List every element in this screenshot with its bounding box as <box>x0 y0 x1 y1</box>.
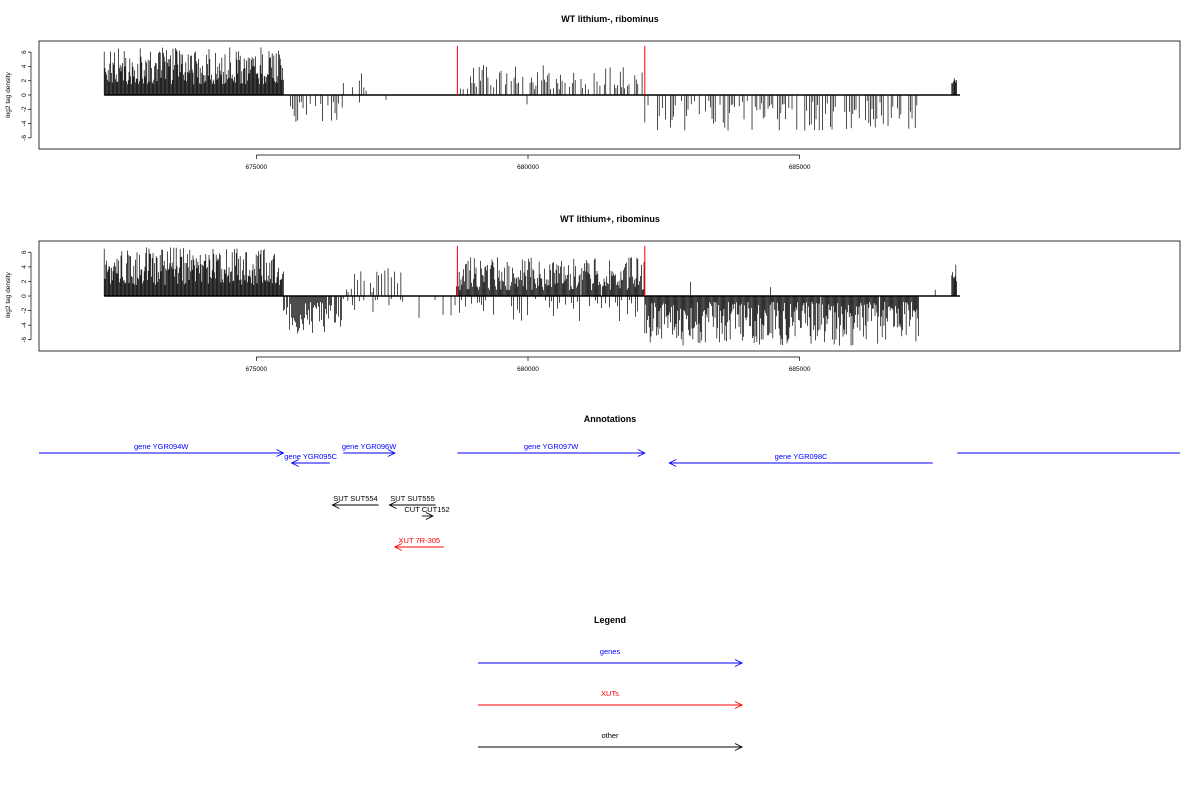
feature-label: SUT SUT555 <box>390 494 434 503</box>
track-panel-lithium-minus: WT lithium-, ribominus log2 tag density … <box>5 14 1181 171</box>
y-tick-label: -4 <box>21 322 28 328</box>
legend-arrow <box>478 701 744 709</box>
annotations-title: Annotations <box>584 414 637 424</box>
y-axis-label: log2 tag density <box>5 71 12 117</box>
feature-label: gene YGR095C <box>284 452 337 461</box>
y-tick-label: 4 <box>21 265 28 269</box>
x-tick-label: 675000 <box>245 164 267 171</box>
arrowhead <box>734 659 744 667</box>
signal-bars <box>103 45 960 131</box>
y-tick-label: 0 <box>21 93 28 97</box>
y-tick-label: -4 <box>21 120 28 126</box>
y-tick-label: 4 <box>21 64 28 68</box>
feature-label: XUTs <box>601 689 619 698</box>
feature-label: gene YGR098C <box>775 452 828 461</box>
gene-feature: gene YGR096W <box>342 442 397 457</box>
panel-title: WT lithium+, ribominus <box>560 214 660 224</box>
feature-label: gene YGR096W <box>342 442 397 451</box>
feature-label: gene YGR094W <box>134 442 189 451</box>
x-tick-label: 680000 <box>517 366 539 373</box>
plot-frame <box>38 40 1181 150</box>
annotation-features: gene YGR094W gene YGR095C gene YGR096W gene… <box>39 442 1180 551</box>
x-tick-label: 675000 <box>245 366 267 373</box>
arrowhead <box>387 449 396 457</box>
arrowhead <box>668 459 677 467</box>
legend-items: genes XUTs other <box>478 647 744 751</box>
arrowhead <box>734 743 744 751</box>
y-tick-label: 6 <box>21 50 28 54</box>
gene-feature: gene YGR097W <box>457 442 646 457</box>
feature-label: XUT 7R-305 <box>399 536 441 545</box>
legend-arrow <box>478 743 744 751</box>
xut-feature: XUT 7R-305 <box>393 536 444 551</box>
track-panel-lithium-plus: WT lithium+, ribominus log2 tag density … <box>5 214 1181 373</box>
y-tick-label: -2 <box>21 106 28 112</box>
plot-frame <box>38 240 1181 352</box>
arrowhead <box>734 701 744 709</box>
feature-label: SUT SUT554 <box>333 494 377 503</box>
y-tick-label: -6 <box>21 336 28 342</box>
gene-feature: gene YGR095C <box>284 452 338 467</box>
arrowhead <box>290 459 299 467</box>
y-axis-label: log2 tag density <box>5 271 12 317</box>
signal-bars <box>103 245 960 346</box>
x-tick-label: 685000 <box>789 366 811 373</box>
axes: -6 -4 -2 0 2 4 6 675000 680000 685000 <box>21 50 811 171</box>
legend-item: genes <box>478 647 744 667</box>
y-tick-label: 6 <box>21 250 28 254</box>
other-feature: CUT CUT152 <box>404 505 450 520</box>
feature-label: gene YGR097W <box>524 442 579 451</box>
other-feature: SUT SUT555 <box>388 494 436 509</box>
y-tick-label: -6 <box>21 135 28 141</box>
other-feature: SUT SUT554 <box>331 494 379 509</box>
feature-label: genes <box>600 647 621 656</box>
gene-feature: gene YGR098C <box>668 452 933 467</box>
axes: -6 -4 -2 0 2 4 6 675000 680000 685000 <box>21 250 811 373</box>
arrowhead <box>331 501 340 509</box>
legend-item: XUTs <box>478 689 744 709</box>
y-tick-label: 2 <box>21 79 28 83</box>
x-tick-label: 685000 <box>789 164 811 171</box>
arrowhead <box>425 512 434 520</box>
arrowhead <box>393 543 403 551</box>
y-tick-label: 0 <box>21 294 28 298</box>
feature-label: other <box>601 731 619 740</box>
legend-arrow <box>478 659 744 667</box>
arrowhead <box>276 449 285 457</box>
legend-section: Legend genes XUTs other <box>478 615 744 751</box>
legend-item: other <box>478 731 744 751</box>
arrowhead <box>637 449 646 457</box>
feature-label: CUT CUT152 <box>404 505 449 514</box>
y-tick-label: 2 <box>21 279 28 283</box>
gene-feature: gene YGR094W <box>39 442 285 457</box>
legend-title: Legend <box>594 615 626 625</box>
panel-title: WT lithium-, ribominus <box>561 14 659 24</box>
y-tick-label: -2 <box>21 307 28 313</box>
arrowhead <box>388 501 397 509</box>
x-tick-label: 680000 <box>517 164 539 171</box>
